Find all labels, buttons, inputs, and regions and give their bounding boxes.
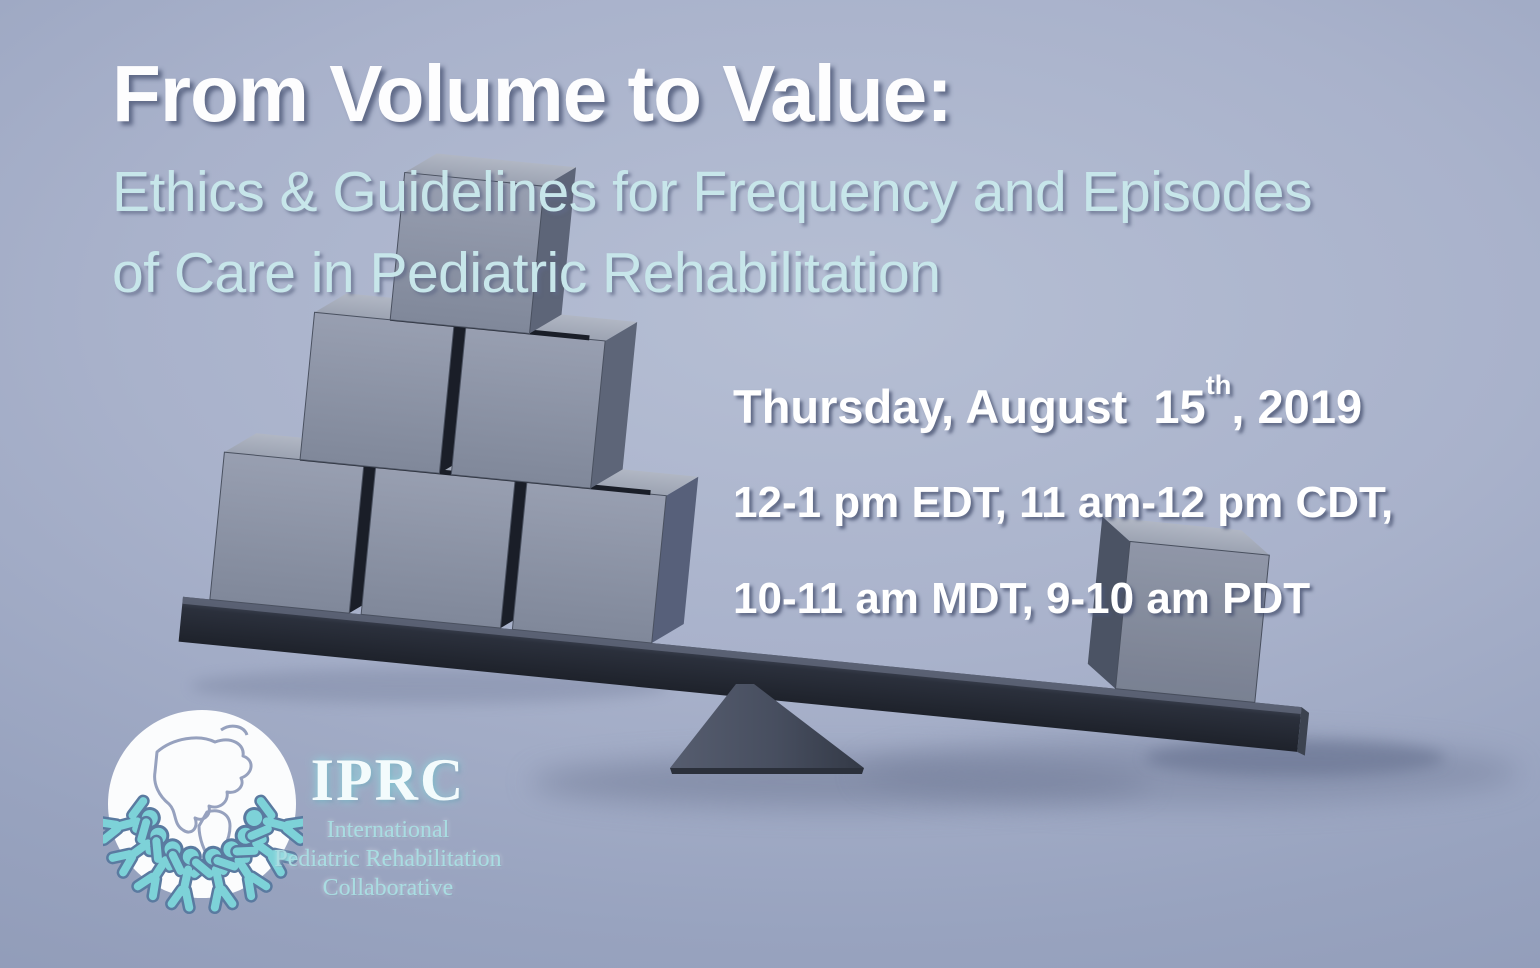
event-date: Thursday, August 15th, 2019: [733, 369, 1363, 433]
logo-org-line-1: International: [326, 817, 450, 843]
event-times-line-2: 10-11 am MDT, 9-10 am PDT: [733, 573, 1311, 623]
logo-org-name: International Pediatric Rehabilitation C…: [252, 816, 524, 902]
iprc-globe-children-logo-icon: [103, 710, 303, 915]
date-ordinal: th: [1205, 369, 1232, 401]
logo-acronym: IPRC: [310, 747, 466, 813]
event-schedule: Thursday, August 15th, 2019 12-1 pm EDT,…: [733, 342, 1393, 664]
block-top: [389, 153, 577, 335]
subtitle-line-2: of Care in Pediatric Rehabilitation: [112, 240, 941, 305]
event-times-line-1: 12-1 pm EDT, 11 am-12 pm CDT,: [733, 477, 1394, 527]
subtitle-line-1: Ethics & Guidelines for Frequency and Ep…: [112, 160, 1313, 224]
plank-and-blocks: [178, 153, 1310, 756]
slide-title: From Volume to Value:: [112, 49, 953, 138]
slide-subtitle: Ethics & Guidelines for Frequency and Ep…: [112, 152, 1313, 314]
iprc-logo-text: IPRC International Pediatric Rehabilitat…: [252, 750, 524, 902]
logo-org-line-3: Collaborative: [322, 874, 454, 901]
block-value-right: [1087, 516, 1270, 704]
logo-org-line-2: Pediatric Rehabilitation: [274, 845, 502, 872]
fulcrum: [670, 684, 864, 774]
